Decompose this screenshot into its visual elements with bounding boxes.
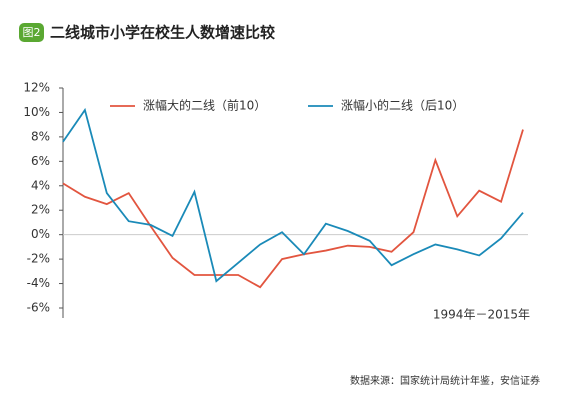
y-tick-label: 10% [23,105,50,119]
y-tick-label: 0% [31,227,50,241]
legend-label: 涨幅小的二线（后10） [341,98,464,113]
y-tick-label: 4% [31,178,50,192]
annotation: 1994年－2015年 [433,308,530,322]
y-tick-label: -4% [27,276,50,290]
y-tick-label: 6% [31,154,50,168]
line [62,129,524,289]
source: 数据来源：国家统计局统计年鉴，安信证券 [350,374,540,387]
y-tick-label: -2% [27,252,50,266]
y-tick-label: 2% [31,203,50,217]
line [62,107,524,283]
legend-label: 涨幅大的二线（前10） [143,98,266,113]
y-tick-label: 12% [23,81,50,95]
chart-title: 二线城市小学在校生人数增速比较 [50,24,275,42]
y-tick-label: -6% [27,301,50,315]
badge-bg [19,23,44,42]
y-tick-label: 8% [31,129,50,143]
badge: 图2 [23,26,41,39]
